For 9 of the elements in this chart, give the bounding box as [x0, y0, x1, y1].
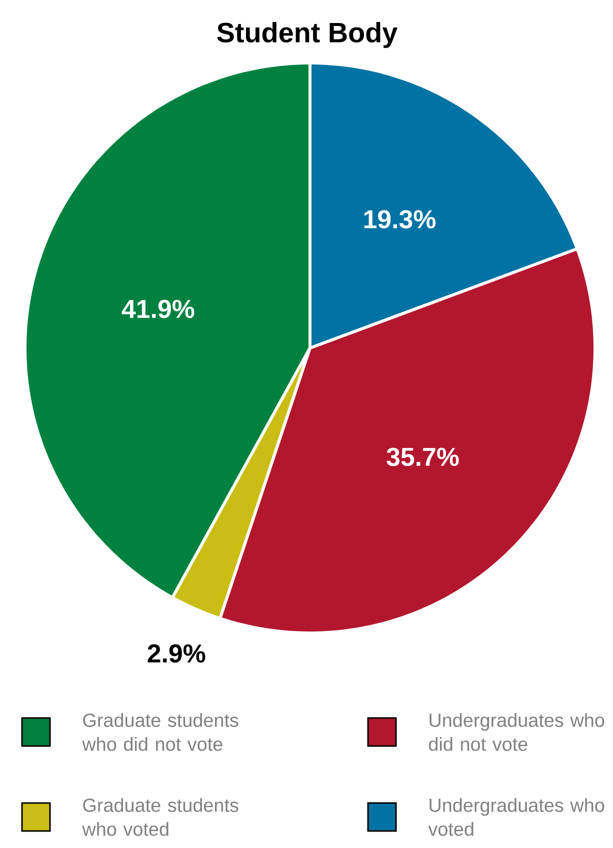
- data-label: 35.7%: [386, 448, 459, 466]
- data-label: 19.3%: [364, 210, 436, 228]
- legend-label: Undergraduates who voted: [428, 798, 604, 836]
- legend-label: Undergraduates who did not vote: [428, 713, 604, 751]
- data-label: 2.9%: [148, 644, 206, 663]
- legend-label: Graduate students who voted: [82, 798, 238, 836]
- data-label: 41.9%: [122, 300, 194, 318]
- legend-label: Graduate students who did not vote: [82, 713, 238, 751]
- chart-title: Student Body: [217, 22, 398, 48]
